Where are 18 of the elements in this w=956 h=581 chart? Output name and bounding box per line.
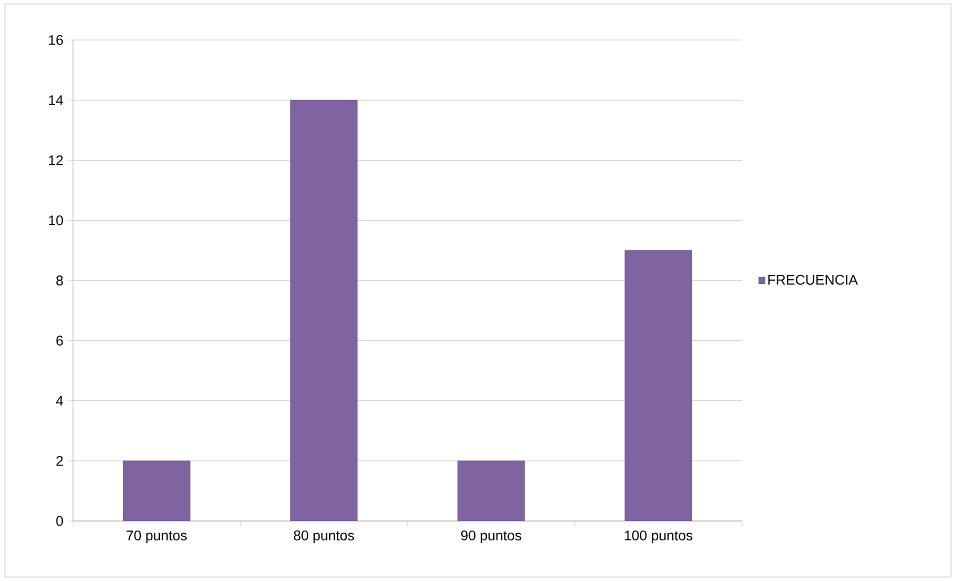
x-tick-label: 90 puntos <box>461 530 522 544</box>
y-tick-label: 8 <box>56 276 63 286</box>
x-tick-label: 70 puntos <box>126 530 187 544</box>
bar <box>122 460 190 521</box>
bar <box>290 100 358 521</box>
y-tick-label: 0 <box>56 516 63 526</box>
bar <box>457 460 525 521</box>
y-tick-label: 16 <box>49 35 63 45</box>
y-tick-label: 6 <box>56 336 63 346</box>
bar <box>624 250 692 521</box>
y-tick-label: 14 <box>49 95 64 105</box>
legend-label: FRECUENCIA <box>768 274 858 285</box>
y-tick-label: 4 <box>56 396 64 406</box>
y-tick-label: 12 <box>49 155 63 166</box>
y-tick-label: 2 <box>56 456 63 466</box>
x-tick-label: 100 puntos <box>624 530 692 544</box>
y-tick-label: 10 <box>49 215 63 226</box>
x-tick-label: 80 puntos <box>294 530 354 544</box>
